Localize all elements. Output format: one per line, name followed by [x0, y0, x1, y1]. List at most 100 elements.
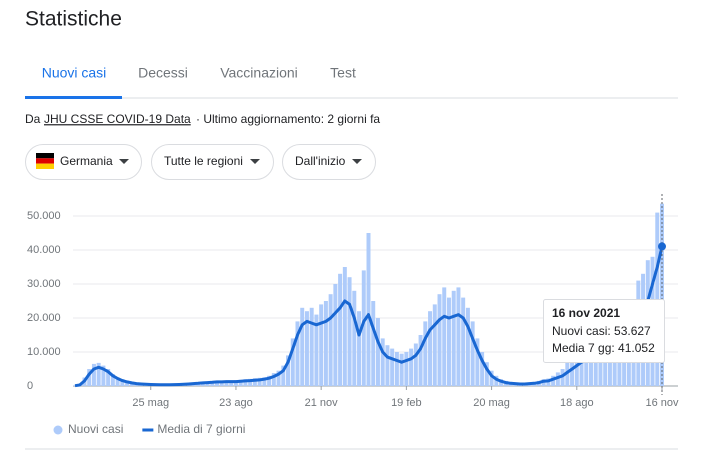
x-tick-label: 19 feb [391, 397, 422, 409]
bar [257, 377, 262, 386]
bar [243, 379, 248, 386]
filter-chip[interactable]: Tutte le regioni [151, 144, 274, 180]
line [74, 246, 664, 388]
bar [555, 372, 560, 386]
bar [271, 373, 276, 386]
bar [357, 311, 362, 386]
bar [125, 381, 130, 386]
bar [286, 355, 291, 386]
bar [451, 290, 456, 386]
bar [224, 380, 229, 386]
tab[interactable]: Test [330, 65, 356, 81]
bar [390, 348, 395, 386]
bar [574, 352, 579, 386]
filter-label: Dall'inizio [295, 154, 346, 168]
tooltip-line: Media 7 gg: 41.052 [552, 341, 655, 355]
bar [607, 340, 612, 386]
filter-label: Tutte le regioni [164, 154, 243, 168]
bar [418, 335, 423, 386]
bar [262, 377, 267, 386]
bar [281, 365, 286, 386]
plot: 0 10.000 20.000 30.000 40.000 50.000 25 mag 23 … [27, 194, 679, 436]
bar [584, 348, 589, 386]
bar [290, 338, 295, 386]
bar [300, 307, 305, 386]
bar [267, 375, 272, 386]
bar [366, 233, 371, 386]
bar [413, 343, 418, 386]
bar [115, 377, 120, 386]
y-tick-label: 50.000 [27, 210, 61, 222]
x-tick-label: 20 mag [473, 397, 510, 409]
tab[interactable]: Decessi [138, 65, 188, 81]
bar [233, 380, 238, 386]
filter-label: Germania [60, 154, 113, 168]
x-tick-label: 25 mag [132, 397, 169, 409]
bar [579, 348, 584, 386]
legend-swatch [142, 428, 154, 432]
bar [248, 378, 253, 386]
filter-chip[interactable]: Dall'inizio [282, 144, 376, 180]
bar [404, 352, 409, 386]
y-tick-label: 0 [27, 380, 33, 392]
bar [352, 290, 357, 386]
bar [96, 362, 101, 386]
bar [252, 378, 257, 386]
bar [442, 287, 447, 386]
bar [361, 270, 366, 386]
tooltip-box [543, 299, 665, 363]
bar [295, 321, 300, 386]
bar [314, 314, 319, 386]
bar [91, 363, 96, 386]
title: Statistiche [25, 8, 122, 31]
bar [87, 369, 92, 386]
x-tick-label: 23 ago [219, 397, 253, 409]
bar [304, 311, 309, 386]
bar [215, 380, 220, 386]
source-prefix: Da [25, 112, 41, 126]
x-tick-label: 16 nov [645, 397, 679, 409]
bar [338, 273, 343, 386]
bar [475, 338, 480, 386]
bar [276, 370, 281, 386]
y-tick-label: 40.000 [27, 244, 61, 256]
bar [432, 304, 437, 386]
bar [328, 294, 333, 386]
bar [446, 297, 451, 386]
bar [423, 321, 428, 386]
bar [380, 338, 385, 386]
bar [101, 365, 106, 386]
source-suffix: · Ultimo aggiornamento: 2 giorni fa [196, 112, 380, 126]
bar [347, 277, 352, 386]
bar [229, 380, 234, 386]
bar [342, 267, 347, 386]
tab[interactable]: Vaccinazioni [220, 65, 298, 81]
legend-label: Nuovi casi [68, 422, 123, 436]
tab[interactable]: Nuovi casi [42, 65, 107, 81]
bar [560, 369, 565, 386]
x-tick-label: 21 nov [305, 397, 339, 409]
bar [589, 350, 593, 386]
y-tick-label: 10.000 [27, 346, 61, 358]
bar [333, 284, 338, 386]
tab-indicator [25, 96, 122, 99]
bar [375, 318, 380, 386]
y-tick-label: 30.000 [27, 278, 61, 290]
bar [319, 304, 324, 386]
bar [437, 294, 442, 386]
filter-chip[interactable]: Germania [25, 144, 142, 180]
bar [551, 375, 556, 386]
legend-swatch [53, 425, 63, 435]
bar [428, 311, 433, 386]
source-link[interactable]: JHU CSSE COVID-19 Data [44, 112, 191, 126]
bar [456, 287, 461, 386]
bar [399, 353, 404, 386]
bar [489, 370, 494, 386]
bar [106, 369, 111, 386]
bar [598, 345, 603, 386]
bar [494, 375, 499, 386]
hover-point [658, 242, 666, 251]
bar [238, 379, 243, 386]
tooltip-line: Nuovi casi: 53.627 [552, 324, 651, 338]
